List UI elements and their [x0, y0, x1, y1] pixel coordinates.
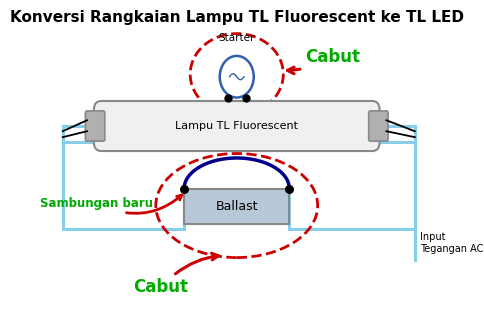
Text: Konversi Rangkaian Lampu TL Fluorescent ke TL LED: Konversi Rangkaian Lampu TL Fluorescent … — [10, 10, 463, 25]
Text: Input
Tegangan AC: Input Tegangan AC — [419, 232, 482, 253]
Text: Lampu TL Fluorescent: Lampu TL Fluorescent — [175, 121, 298, 131]
FancyBboxPatch shape — [368, 111, 387, 141]
Text: Cabut: Cabut — [287, 48, 360, 74]
Text: Cabut: Cabut — [133, 253, 218, 296]
FancyBboxPatch shape — [94, 101, 379, 151]
Text: Starter: Starter — [218, 33, 255, 43]
FancyBboxPatch shape — [85, 111, 105, 141]
FancyBboxPatch shape — [184, 189, 289, 224]
Text: Sambungan baru: Sambungan baru — [40, 195, 182, 213]
Text: Ballast: Ballast — [215, 200, 257, 213]
Circle shape — [219, 56, 253, 98]
